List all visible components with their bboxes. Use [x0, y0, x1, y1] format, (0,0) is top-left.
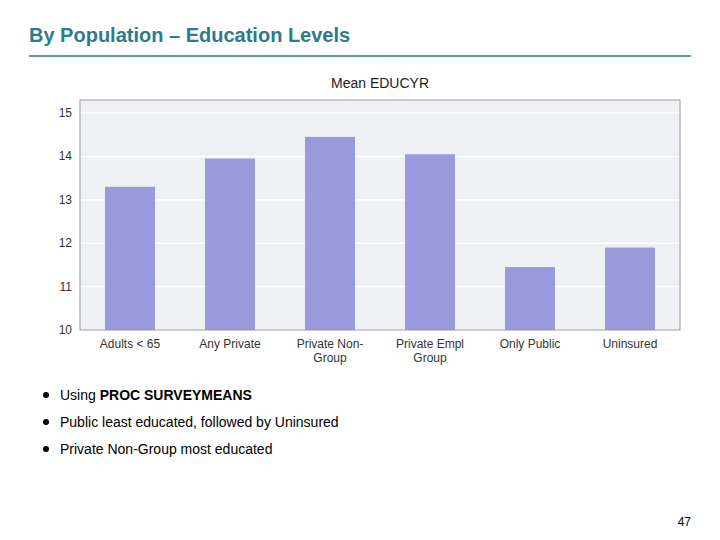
- bar: [105, 187, 155, 330]
- bullet: [43, 446, 49, 452]
- annotation-text: Using: [60, 387, 100, 403]
- annotation-text: Public least educated, followed by Unins…: [60, 414, 339, 430]
- grid-line: [80, 286, 680, 288]
- grid-line: [80, 156, 680, 158]
- x-tick-label: Private EmplGroup: [396, 337, 464, 365]
- bar: [305, 137, 355, 330]
- x-tick-label: Uninsured: [603, 337, 658, 351]
- plot-background: [80, 100, 680, 330]
- chart: By Population – Education Levels Mean EDU…: [0, 0, 720, 540]
- title: By Population – Education Levels: [29, 24, 350, 46]
- grid-line: [80, 199, 680, 201]
- x-tick-label: Only Public: [500, 337, 561, 351]
- x-tick-label-line: Group: [413, 351, 447, 365]
- bar: [205, 159, 255, 330]
- annotation-text: Private Non-Group most educated: [60, 441, 272, 457]
- grid-line: [80, 242, 680, 244]
- annotation: Private Non-Group most educated: [60, 441, 272, 457]
- y-tick-label: 15: [59, 106, 73, 120]
- y-tick-label: 12: [59, 236, 73, 250]
- y-tick-label: 11: [60, 280, 73, 294]
- bars: [105, 137, 655, 330]
- x-tick-label-line: Adults < 65: [100, 337, 161, 351]
- bullet: [43, 419, 49, 425]
- x-tick-label: Adults < 65: [100, 337, 161, 351]
- grid-line: [80, 112, 680, 114]
- annotation-text: PROC SURVEYMEANS: [100, 387, 252, 403]
- chart-title: Mean EDUCYR: [331, 75, 429, 91]
- annotation: Using PROC SURVEYMEANS: [60, 387, 252, 403]
- x-tick-label: Any Private: [199, 337, 261, 351]
- y-tick-label: 13: [59, 193, 73, 207]
- x-tick-label-line: Uninsured: [603, 337, 658, 351]
- annotation: Public least educated, followed by Unins…: [60, 414, 339, 430]
- bar: [505, 267, 555, 330]
- x-tick-label-line: Group: [313, 351, 347, 365]
- bullet: [43, 392, 49, 398]
- title-rule: [29, 55, 691, 57]
- plot-frame: [80, 100, 680, 330]
- x-tick-label-line: Only Public: [500, 337, 561, 351]
- x-tick-label: Private Non-Group: [297, 337, 364, 365]
- bar: [605, 248, 655, 330]
- x-tick-label-line: Private Non-: [297, 337, 364, 351]
- bar: [405, 154, 455, 330]
- x-tick-label-line: Private Empl: [396, 337, 464, 351]
- page-number: 47: [678, 515, 692, 529]
- x-tick-label-line: Any Private: [199, 337, 261, 351]
- y-tick-label: 14: [59, 149, 73, 163]
- y-tick-label: 10: [59, 323, 73, 337]
